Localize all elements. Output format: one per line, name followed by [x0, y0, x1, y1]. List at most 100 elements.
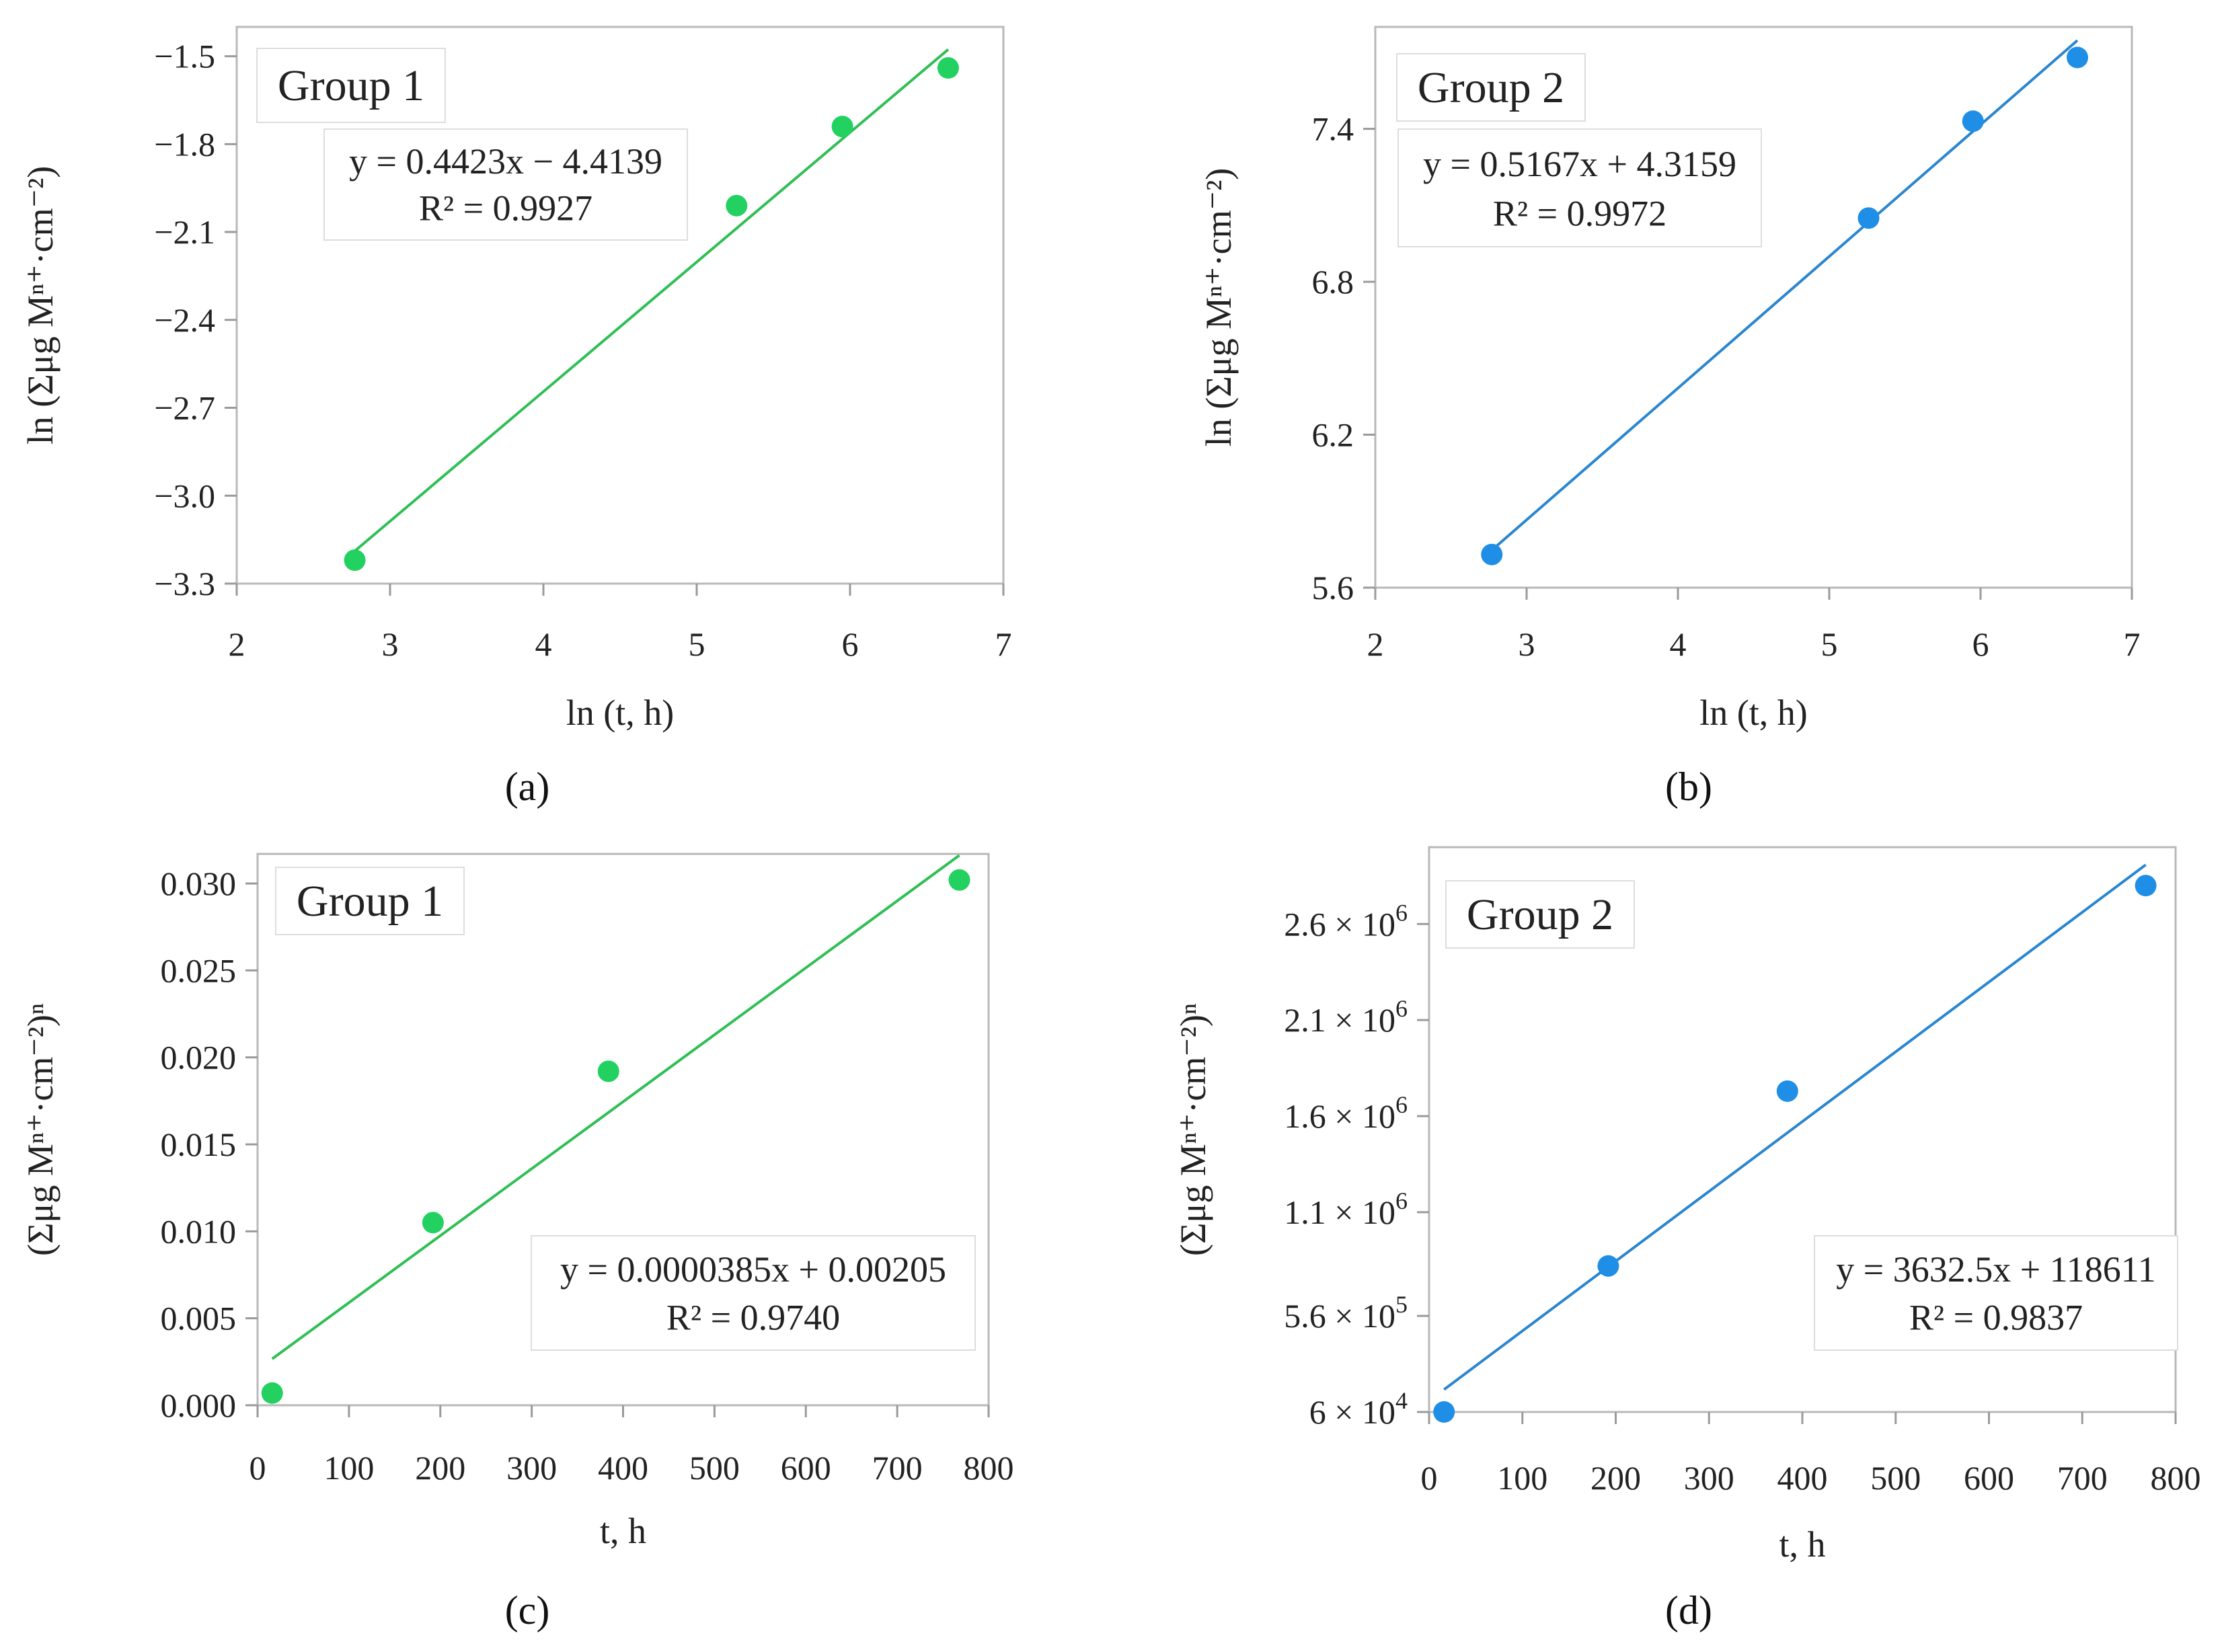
y-axis-title: (Σμg Mⁿ⁺·cm⁻²)ⁿ: [1173, 1003, 1213, 1256]
equation-box: [1814, 1235, 2178, 1351]
trendline: [1443, 863, 2147, 1391]
data-point: [261, 1382, 283, 1404]
x-tick-label: 200: [1590, 1459, 1641, 1497]
trendline-equation: y = 0.5167x + 4.3159: [1423, 144, 1736, 184]
y-tick-label: 0.030: [161, 865, 237, 902]
y-tick-mantissa: 6 × 10: [1309, 1393, 1395, 1431]
chart-panel-b: 2 3 4 5 6 7 5.6 6.2 6.8 7.4 ln (t, h) ln (Σμg Mⁿ⁺·c…: [1198, 26, 2141, 809]
x-tick-label: 0: [1421, 1459, 1438, 1497]
group-label-box: [256, 48, 446, 123]
y-tick-label: 6.2: [1312, 416, 1354, 454]
y-tick-label: 2.6 × 106: [1284, 899, 1408, 943]
data-point: [1857, 207, 1880, 229]
x-tick-label: 7: [2124, 625, 2141, 663]
y-tick-mantissa: 5.6 × 10: [1284, 1297, 1395, 1335]
trendline: [354, 48, 950, 553]
y-tick-label: 0.000: [161, 1386, 237, 1424]
x-tick-label: 600: [1964, 1459, 2014, 1497]
data-point: [422, 1212, 444, 1234]
panel-label: (c): [505, 1588, 550, 1633]
data-point: [1433, 1401, 1455, 1423]
y-tick-label: 0.005: [161, 1300, 237, 1337]
group-label-box: [1445, 880, 1635, 949]
chart-panel-d: 0 100 200 300 400 500 600 700 800 6 × 104 5.6 × 10…: [1173, 846, 2201, 1633]
panel-label: (d): [1665, 1588, 1712, 1633]
x-axis-title: t, h: [1779, 1524, 1825, 1565]
y-tick-mantissa: 2.6 × 10: [1284, 905, 1395, 943]
x-tick-label: 4: [535, 625, 552, 663]
x-tick-label: 800: [964, 1449, 1014, 1487]
y-axis-title: ln (Σμg Mⁿ⁺·cm⁻²): [1198, 168, 1239, 447]
group-label: Group 2: [1418, 63, 1564, 112]
x-tick-label: 600: [781, 1449, 831, 1487]
y-tick-label: −1.8: [154, 125, 215, 163]
data-point: [597, 1060, 619, 1083]
x-tick-label: 6: [1972, 625, 1989, 663]
x-tick-label: 100: [323, 1449, 374, 1487]
x-tick-label: 2: [1367, 625, 1384, 663]
y-tick-exponent: 4: [1395, 1387, 1408, 1414]
x-tick-label: 100: [1497, 1459, 1547, 1497]
x-tick-label: 800: [2151, 1459, 2201, 1497]
y-tick-label: −3.0: [154, 477, 215, 514]
x-tick-label: 200: [415, 1449, 465, 1487]
r-squared: R² = 0.9740: [666, 1297, 840, 1337]
trendline-equation: y = 0.4423x − 4.4139: [349, 141, 662, 182]
x-tick-label: 400: [598, 1449, 648, 1487]
x-tick-label: 2: [229, 625, 245, 663]
data-point: [937, 57, 959, 79]
x-tick-label: 700: [872, 1449, 923, 1487]
x-tick-label: 7: [995, 625, 1012, 663]
equation-box: [531, 1235, 976, 1351]
equation-box: [323, 128, 688, 241]
equation-box: [1397, 128, 1762, 247]
y-tick-mantissa: 2.1 × 10: [1284, 1001, 1395, 1039]
y-tick-exponent: 6: [1395, 1091, 1408, 1118]
data-point: [1597, 1255, 1619, 1277]
r-squared: R² = 0.9972: [1493, 194, 1666, 234]
y-tick-exponent: 6: [1395, 1187, 1408, 1214]
y-tick-label: 6.8: [1312, 263, 1354, 301]
data-point: [831, 116, 853, 138]
y-tick-label: 5.6 × 105: [1284, 1291, 1408, 1335]
x-tick-label: 0: [250, 1449, 266, 1487]
data-point: [726, 194, 748, 217]
trendline-equation: y = 0.0000385x + 0.00205: [560, 1249, 946, 1290]
r-squared: R² = 0.9927: [419, 188, 592, 228]
panel-label: (b): [1665, 764, 1712, 809]
x-tick-label: 6: [842, 625, 859, 663]
x-tick-label: 300: [506, 1449, 557, 1487]
y-tick-label: 1.1 × 106: [1284, 1187, 1408, 1231]
y-tick-label: −2.1: [154, 213, 215, 251]
data-point: [2135, 875, 2157, 897]
y-tick-label: −3.3: [154, 565, 215, 602]
panel-label: (a): [505, 764, 550, 809]
x-tick-label: 400: [1777, 1459, 1828, 1497]
y-tick-label: 0.010: [161, 1212, 237, 1250]
r-squared: R² = 0.9837: [1909, 1297, 2083, 1337]
y-tick-mantissa: 1.1 × 10: [1284, 1193, 1395, 1231]
y-axis-title: ln (Σμg Mⁿ⁺·cm⁻²): [20, 166, 61, 445]
data-point: [1481, 543, 1503, 565]
plot-area: [1374, 26, 2133, 589]
y-tick-label: 1.6 × 106: [1284, 1091, 1408, 1135]
y-tick-label: 0.015: [161, 1126, 237, 1163]
trendline: [271, 854, 960, 1360]
x-tick-label: 500: [1870, 1459, 1921, 1497]
chart-panel-a: 2 3 4 5 6 7 −3.3 −3.0 −2.7 −2.4 −2.1 −1.8 −1.5 ln (t,…: [20, 26, 1012, 809]
group-label: Group 2: [1467, 890, 1613, 939]
y-tick-exponent: 6: [1395, 995, 1408, 1022]
x-axis-title: t, h: [600, 1511, 646, 1551]
x-axis-title: ln (t, h): [1699, 693, 1807, 733]
data-point: [948, 869, 970, 891]
y-tick-label: 7.4: [1312, 110, 1354, 148]
x-tick-label: 300: [1684, 1459, 1734, 1497]
data-point: [1962, 110, 1984, 132]
y-tick-label: 6 × 104: [1309, 1387, 1408, 1431]
y-tick-label: −1.5: [154, 38, 215, 75]
group-label: Group 1: [297, 877, 443, 926]
data-point: [344, 549, 366, 572]
y-tick-label: 0.020: [161, 1039, 237, 1076]
data-point: [2067, 46, 2088, 69]
